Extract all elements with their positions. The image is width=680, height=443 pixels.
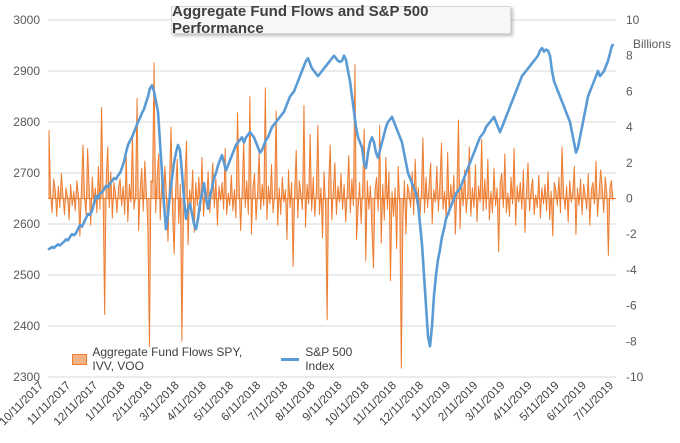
right-tick-label: 4	[626, 120, 633, 134]
right-axis-tick-labels: -10 -8 -6 -4 -2 0 2 4 6 8 10	[626, 13, 644, 384]
left-tick-label: 2800	[13, 115, 40, 129]
right-tick-label: -4	[626, 263, 637, 277]
fund-flows-area-path	[48, 62, 614, 369]
legend-item-fund-flows: Aggregate Fund Flows SPY, IVV, VOO	[72, 345, 263, 373]
legend-swatch-fund-flows	[72, 353, 88, 365]
left-tick-label: 2700	[13, 166, 40, 180]
left-tick-label: 2400	[13, 319, 40, 333]
legend-item-sp500: S&P 500 Index	[269, 345, 370, 373]
x-axis-tick-labels: 10/11/201711/11/201712/11/20171/11/20182…	[0, 380, 616, 429]
right-tick-label: -2	[626, 227, 637, 241]
left-tick-label: 2500	[13, 268, 40, 282]
chart-gridlines	[48, 19, 616, 378]
chart-title: Aggregate Fund Flows and S&P 500 Perform…	[171, 3, 511, 37]
right-tick-label: -10	[626, 370, 644, 384]
right-tick-label: 2	[626, 156, 633, 170]
sp500-line-path	[47, 43, 615, 348]
right-tick-label: 0	[626, 192, 633, 206]
left-tick-label: 2300	[13, 370, 40, 384]
chart-legend: Aggregate Fund Flows SPY, IVV, VOO S&P 5…	[66, 345, 370, 373]
sp500-line	[47, 43, 615, 348]
right-tick-label: -8	[626, 334, 637, 348]
left-tick-label: 3000	[13, 13, 40, 27]
legend-swatch-sp500	[281, 357, 300, 361]
legend-label-sp500: S&P 500 Index	[305, 345, 353, 373]
right-tick-label: 8	[626, 49, 633, 63]
chart-title-text: Aggregate Fund Flows and S&P 500 Perform…	[172, 3, 429, 37]
left-tick-label: 2900	[13, 64, 40, 78]
left-axis-tick-labels: 2300 2400 2500 2600 2700 2800 2900 3000	[13, 13, 40, 384]
right-tick-label: 10	[626, 13, 640, 27]
legend-label-fund-flows: Aggregate Fund Flows SPY, IVV, VOO	[92, 345, 243, 373]
right-axis-label: Billions	[633, 37, 671, 51]
right-tick-label: -6	[626, 299, 637, 313]
right-tick-label: 6	[626, 84, 633, 98]
left-tick-label: 2600	[13, 217, 40, 231]
fund-flows-area	[48, 62, 614, 369]
